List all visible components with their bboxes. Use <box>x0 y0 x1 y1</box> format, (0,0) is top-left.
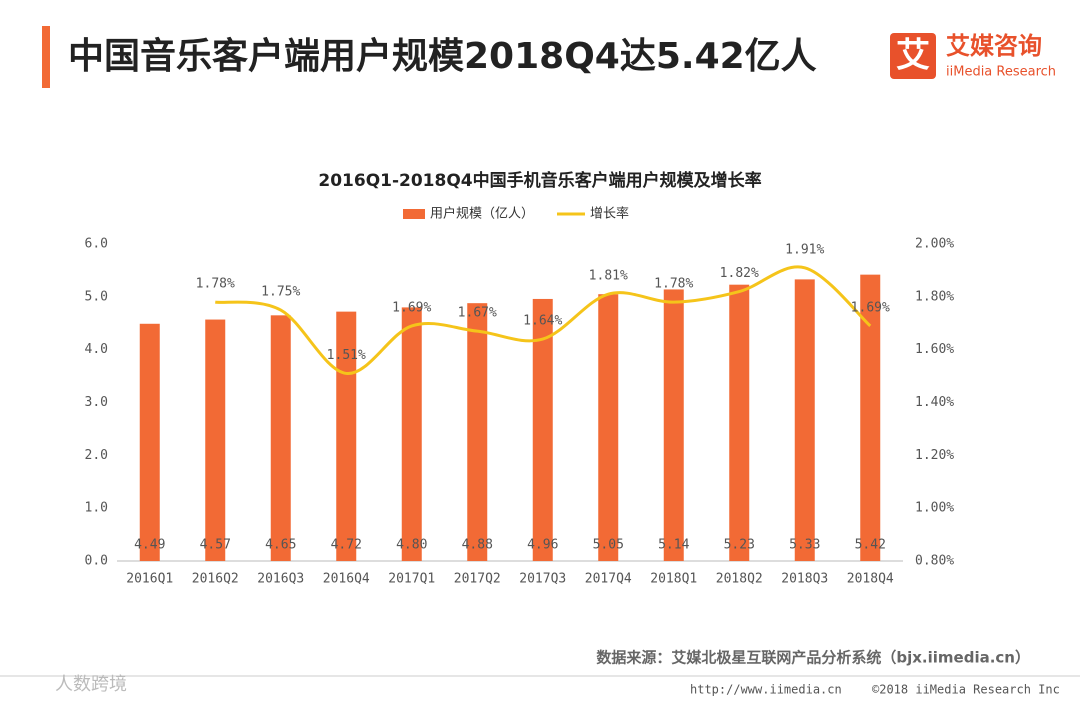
logo-name: 艾媒咨询 <box>946 32 1042 60</box>
y-tick-label: 4.0 <box>85 342 108 357</box>
logo-box <box>890 33 936 79</box>
footer-copyright: ©2018 iiMedia Research Inc <box>872 683 1060 697</box>
y-tick-label: 1.0 <box>85 501 108 516</box>
y-tick-label: 6.0 <box>85 237 108 252</box>
legend-label: 用户规模（亿人） <box>430 206 534 222</box>
y2-tick-label: 1.40% <box>915 395 954 410</box>
bar <box>729 284 750 561</box>
y-tick-label: 2.0 <box>85 448 108 463</box>
y2-tick-label: 1.20% <box>915 448 954 463</box>
slide-title: 中国音乐客户端用户规模2018Q4达5.42亿人 <box>68 36 817 77</box>
growth-line <box>215 265 872 375</box>
y-tick-label: 5.0 <box>85 289 108 304</box>
line-label: 1.82% <box>720 266 759 281</box>
x-tick-label: 2017Q1 <box>388 572 435 587</box>
bar-label: 4.65 <box>265 538 296 553</box>
bar-label: 4.80 <box>396 538 427 553</box>
y2-tick-label: 1.60% <box>915 342 954 357</box>
bar <box>532 298 553 561</box>
bar <box>270 315 291 561</box>
line-label: 1.64% <box>523 314 562 329</box>
source: 数据来源：艾媒北极星互联网产品分析系统（bjx.iimedia.cn） <box>596 649 1030 667</box>
y-tick-label: 3.0 <box>85 395 108 410</box>
bar <box>205 319 226 561</box>
bar-label: 5.14 <box>658 538 689 553</box>
bar <box>860 274 881 561</box>
line-label: 1.81% <box>589 269 628 284</box>
line-label: 1.51% <box>327 348 366 363</box>
bar-label: 4.57 <box>200 538 231 553</box>
x-tick-label: 2016Q4 <box>323 572 370 587</box>
y2-tick-label: 1.00% <box>915 501 954 516</box>
line-label: 1.67% <box>458 306 497 321</box>
logo-sub: iiMedia Research <box>946 65 1056 80</box>
bar-label: 4.49 <box>134 538 165 553</box>
legend-label: 增长率 <box>590 206 629 222</box>
line-label: 1.78% <box>196 277 235 292</box>
y2-tick-label: 2.00% <box>915 237 954 252</box>
bar-label: 4.96 <box>527 538 558 553</box>
footer-url: http://www.iimedia.cn <box>690 683 842 697</box>
x-tick-label: 2016Q2 <box>192 572 239 587</box>
x-tick-label: 2016Q1 <box>126 572 173 587</box>
bar <box>663 289 684 561</box>
bar <box>401 307 422 561</box>
bar <box>598 294 619 561</box>
bar <box>467 303 488 561</box>
y-tick-label: 0.0 <box>85 554 108 569</box>
line-label: 1.78% <box>654 277 693 292</box>
x-tick-label: 2018Q3 <box>781 572 828 587</box>
bar-label: 5.05 <box>593 538 624 553</box>
watermark: 人数跨境 <box>55 674 127 695</box>
x-tick-label: 2017Q4 <box>585 572 632 587</box>
x-tick-label: 2018Q1 <box>650 572 697 587</box>
x-tick-label: 2017Q3 <box>519 572 566 587</box>
bar-label: 5.42 <box>855 538 886 553</box>
bar <box>139 323 160 561</box>
bar-label: 4.88 <box>462 538 493 553</box>
legend-swatch <box>403 209 425 219</box>
line-label: 1.69% <box>392 300 431 315</box>
accent-bar <box>42 26 50 88</box>
x-tick-label: 2018Q2 <box>716 572 763 587</box>
logo-mark: 艾 <box>896 36 930 76</box>
chart-title: 2016Q1-2018Q4中国手机音乐客户端用户规模及增长率 <box>318 170 761 191</box>
bar-label: 5.33 <box>789 538 820 553</box>
x-tick-label: 2018Q4 <box>847 572 894 587</box>
bar-label: 5.23 <box>724 538 755 553</box>
line-label: 1.69% <box>851 300 890 315</box>
bar <box>794 279 815 561</box>
line-label: 1.75% <box>261 285 300 300</box>
y2-tick-label: 1.80% <box>915 289 954 304</box>
x-tick-label: 2016Q3 <box>257 572 304 587</box>
y2-tick-label: 0.80% <box>915 554 954 569</box>
bar-label: 4.72 <box>331 538 362 553</box>
x-tick-label: 2017Q2 <box>454 572 501 587</box>
line-label: 1.91% <box>785 242 824 257</box>
